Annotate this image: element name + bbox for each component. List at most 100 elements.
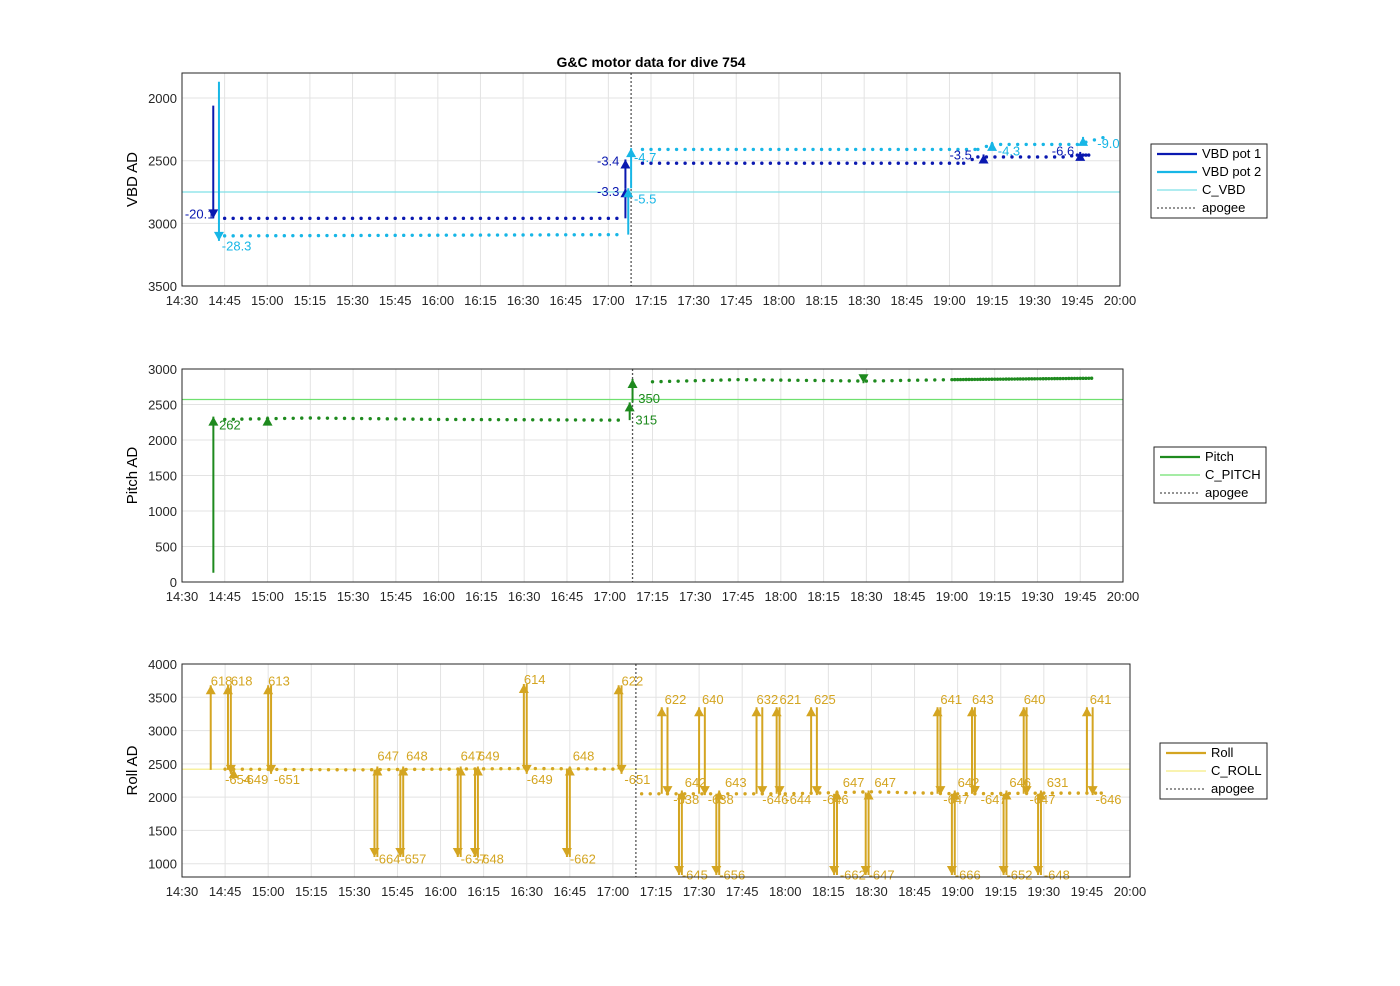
data-point [479, 417, 484, 422]
move-label: -664 [374, 852, 400, 867]
data-point [222, 234, 227, 238]
x-tick-label: 17:45 [720, 293, 753, 308]
data-point [873, 379, 877, 383]
data-point [727, 378, 732, 382]
x-tick-label: 15:30 [338, 884, 371, 899]
move-arrow-head [969, 786, 980, 796]
data-point [309, 767, 313, 772]
data-point [350, 233, 355, 238]
data-point [1010, 377, 1014, 381]
data-point [318, 767, 322, 772]
data-point [316, 233, 321, 238]
x-tick-label: 17:15 [635, 293, 668, 308]
data-point [598, 216, 602, 221]
data-point [708, 161, 713, 165]
data-point [615, 232, 619, 237]
move-arrow-head [1075, 151, 1086, 161]
data-point [257, 767, 262, 772]
data-point [308, 233, 312, 238]
move-arrow-head [858, 374, 869, 384]
data-point [522, 418, 526, 422]
move-label: -647 [981, 792, 1007, 807]
data-point [546, 233, 551, 237]
move-arrow-head [626, 148, 637, 158]
data-point [993, 155, 997, 159]
data-point [1027, 377, 1031, 381]
data-point [342, 216, 346, 221]
data-point [231, 417, 236, 421]
data-point [393, 216, 397, 221]
data-point [990, 377, 994, 381]
data-point [708, 147, 713, 152]
data-point [335, 768, 339, 772]
data-point [683, 161, 687, 165]
data-point [593, 767, 598, 771]
x-tick-label: 19:00 [933, 293, 966, 308]
data-point [275, 767, 279, 772]
data-point [223, 417, 227, 422]
data-point [548, 418, 552, 422]
move-label: 315 [635, 412, 657, 427]
move-label: 632 [757, 692, 779, 707]
data-point [513, 418, 518, 422]
data-point [970, 377, 974, 382]
x-tick-label: 19:45 [1071, 884, 1104, 899]
data-point [1076, 791, 1080, 795]
data-point [606, 232, 611, 237]
data-point [384, 233, 389, 238]
plot-roll: 14:30 14:45 15:00 15:15 15:30 15:45 16:00 16:15… [124, 657, 1268, 899]
move-label: 262 [219, 417, 241, 432]
data-point [1024, 142, 1028, 147]
axes-frame [181, 368, 1124, 583]
data-point [240, 767, 245, 771]
data-point [274, 216, 278, 221]
data-point [576, 767, 581, 771]
data-point [843, 790, 848, 795]
data-point [978, 377, 983, 382]
move-arrow-head [1035, 790, 1046, 800]
data-point [393, 233, 397, 238]
move-label: -6.6 [1052, 144, 1074, 159]
data-point [444, 216, 449, 221]
y-tick-label: 1500 [148, 823, 177, 838]
data-point [1050, 142, 1054, 147]
data-point [516, 766, 520, 771]
data-point [956, 161, 960, 165]
data-point [1084, 153, 1088, 157]
data-point [419, 417, 424, 421]
move-label: 641 [1090, 692, 1112, 707]
data-point [445, 417, 449, 422]
data-point [471, 417, 475, 422]
data-point [785, 147, 790, 152]
x-tick-label: 15:15 [294, 293, 327, 308]
data-point [1024, 377, 1028, 381]
data-point [427, 216, 431, 221]
move-label: -651 [624, 772, 650, 787]
data-point [546, 216, 551, 221]
move-arrow-head [1001, 790, 1012, 800]
data-point [257, 216, 261, 221]
y-tick-label: 3500 [148, 690, 177, 705]
move-label: -4.3 [998, 144, 1020, 159]
legend-box [1150, 143, 1268, 219]
data-point [640, 161, 645, 165]
data-point [616, 418, 620, 422]
data-point [495, 233, 500, 237]
move-arrow-head [455, 766, 466, 776]
legend-label: C_VBD [1202, 182, 1245, 197]
data-point [317, 416, 321, 420]
data-point [811, 161, 815, 165]
data-point [615, 216, 619, 221]
data-point [496, 417, 501, 422]
data-point [1061, 376, 1065, 381]
x-tick-label: 18:15 [805, 293, 838, 308]
move-arrow-head [266, 764, 277, 774]
data-point [564, 233, 568, 237]
data-point [856, 379, 860, 383]
data-point [794, 161, 798, 165]
x-tick-label: 16:45 [549, 293, 582, 308]
move-arrow-head [372, 766, 383, 776]
data-point [368, 416, 372, 421]
x-tick-label: 17:00 [592, 293, 625, 308]
data-point [1030, 377, 1034, 381]
